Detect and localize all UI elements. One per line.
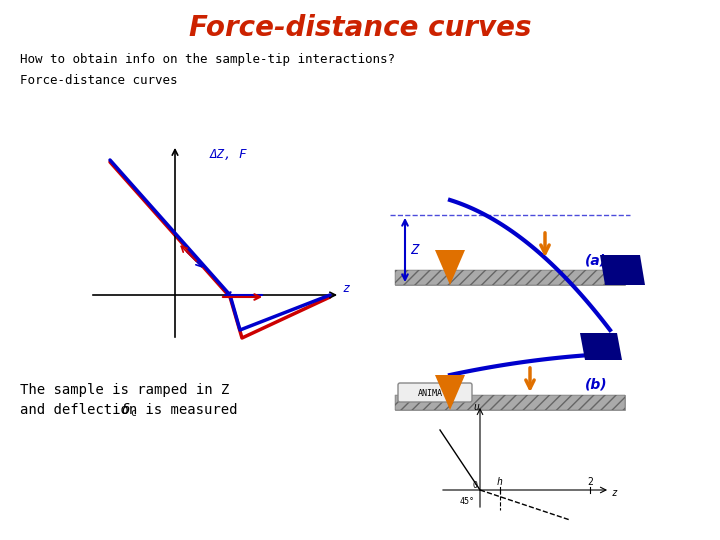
Text: is measured: is measured [137, 403, 238, 417]
Polygon shape [580, 333, 622, 360]
Text: 45°: 45° [460, 497, 475, 507]
Text: h: h [497, 477, 503, 487]
Text: c: c [130, 408, 136, 418]
Polygon shape [435, 375, 465, 410]
Text: 2: 2 [587, 477, 593, 487]
FancyBboxPatch shape [398, 383, 472, 402]
Polygon shape [600, 255, 645, 285]
Text: ANIMATE: ANIMATE [418, 388, 452, 397]
Text: z: z [612, 488, 618, 498]
FancyBboxPatch shape [395, 270, 625, 285]
Text: Force-distance curves: Force-distance curves [189, 14, 531, 42]
Text: The sample is ramped in Z: The sample is ramped in Z [20, 383, 230, 397]
Text: and deflection: and deflection [20, 403, 145, 417]
Text: u: u [473, 402, 479, 412]
Text: Force-distance curves: Force-distance curves [20, 73, 178, 86]
Polygon shape [435, 250, 465, 285]
Text: (a): (a) [585, 253, 607, 267]
Text: How to obtain info on the sample-tip interactions?: How to obtain info on the sample-tip int… [20, 53, 395, 66]
Text: Z: Z [410, 243, 418, 257]
Text: (b): (b) [585, 378, 608, 392]
Text: 0: 0 [472, 481, 477, 489]
Text: z: z [343, 282, 351, 295]
Text: ΔZ, F: ΔZ, F [210, 148, 248, 161]
FancyBboxPatch shape [395, 395, 625, 410]
Text: δ: δ [122, 403, 130, 417]
